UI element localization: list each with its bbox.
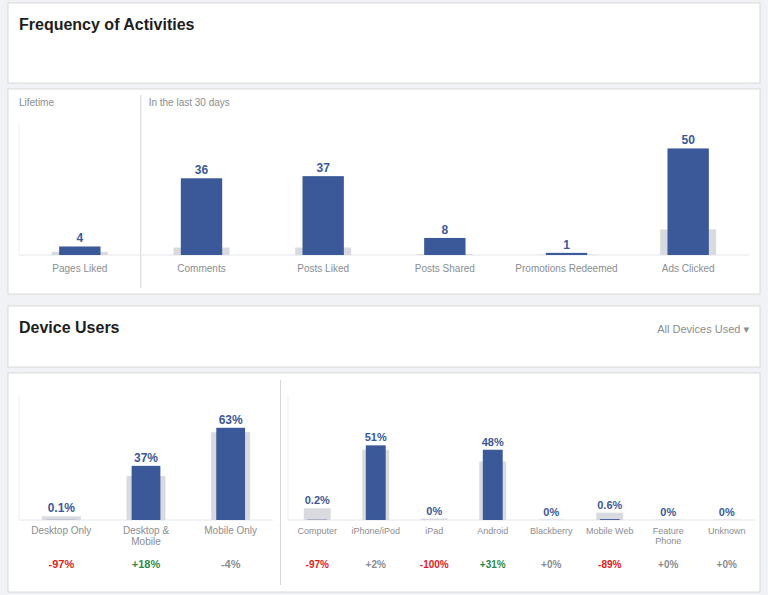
data-label: 36 <box>195 163 209 177</box>
divider <box>280 380 281 585</box>
bar <box>667 148 708 255</box>
bar <box>717 520 737 521</box>
value-axis <box>19 125 20 255</box>
title: Device Users <box>19 319 120 336</box>
category-label: Ads Clicked <box>662 263 715 274</box>
annotation: In the last 30 days <box>149 97 230 108</box>
data-label: 8 <box>441 223 448 237</box>
bar <box>302 176 343 255</box>
annotation: All Devices Used ▾ <box>657 323 749 335</box>
bar <box>47 519 76 520</box>
header-card <box>8 306 760 367</box>
category-label: Posts Liked <box>297 263 349 274</box>
bar <box>538 519 565 520</box>
data-label: 0% <box>660 506 676 518</box>
change-label: +2% <box>366 559 386 570</box>
title: Frequency of Activities <box>19 16 195 33</box>
bar <box>304 508 331 520</box>
bars <box>52 148 716 255</box>
data-label: 4 <box>76 231 83 245</box>
bar <box>655 519 682 520</box>
category-label: Mobile Only <box>204 525 257 536</box>
bar <box>421 519 448 520</box>
category-label: Pages Liked <box>52 263 107 274</box>
data-label: 0.2% <box>305 494 330 506</box>
chart-card <box>8 373 760 592</box>
change-label: +0% <box>541 559 561 570</box>
data-label: 48% <box>482 436 504 448</box>
category-label: Unknown <box>708 526 746 536</box>
change-label: -97% <box>48 558 74 570</box>
bar <box>307 519 327 520</box>
change-label: -4% <box>221 558 241 570</box>
bars <box>42 428 250 520</box>
bars <box>304 445 740 520</box>
category-label: Mobile Web <box>586 526 633 536</box>
category-label: iPhone/iPod <box>351 526 400 536</box>
bar <box>658 520 678 521</box>
data-label: 37 <box>316 161 330 175</box>
category-label: Desktop &Mobile <box>123 525 169 547</box>
bar <box>483 450 503 520</box>
title-card <box>8 3 760 83</box>
bar <box>546 253 587 255</box>
data-label: 0% <box>426 505 442 517</box>
data-label: 37% <box>134 451 158 465</box>
data-label: 51% <box>365 431 387 443</box>
category-label: FeaturePhone <box>653 526 684 546</box>
value-axis <box>288 395 289 520</box>
chart-card <box>8 89 760 294</box>
value-axis <box>19 395 20 520</box>
bar <box>181 178 222 255</box>
dashboard: Frequency of Activities Lifetime In the la… <box>0 0 768 595</box>
data-label: 1 <box>563 238 570 252</box>
data-label: 0.1% <box>48 501 76 515</box>
data-label: 0% <box>543 506 559 518</box>
category-label: Comments <box>177 263 225 274</box>
data-label: 63% <box>219 413 243 427</box>
data-label: 0.6% <box>597 499 622 511</box>
data-label: 0% <box>719 506 735 518</box>
change-label: +31% <box>480 559 506 570</box>
category-label: Android <box>477 526 508 536</box>
category-label: Computer <box>297 526 337 536</box>
bar <box>216 428 245 520</box>
background <box>0 0 768 595</box>
bar <box>366 445 386 520</box>
bar <box>42 516 81 520</box>
change-label: +0% <box>717 559 737 570</box>
data-label: 50 <box>681 133 695 147</box>
bar <box>600 519 620 520</box>
bar <box>713 519 740 520</box>
baseline <box>288 520 756 521</box>
category-label: Desktop Only <box>31 525 91 536</box>
bar <box>541 520 561 521</box>
category-label: Posts Shared <box>415 263 475 274</box>
change-label: -89% <box>598 559 621 570</box>
change-label: -97% <box>306 559 329 570</box>
bar <box>424 238 465 255</box>
change-label: +0% <box>658 559 678 570</box>
bar <box>59 246 100 255</box>
change-label: +18% <box>132 558 161 570</box>
category-label: Blackberry <box>530 526 573 536</box>
divider <box>140 95 141 288</box>
bar <box>132 466 161 520</box>
bar <box>596 513 623 520</box>
baseline <box>19 255 749 256</box>
change-label: -100% <box>420 559 449 570</box>
category-label: Promotions Redeemed <box>515 263 617 274</box>
category-label: iPad <box>425 526 443 536</box>
annotation: Lifetime <box>19 97 54 108</box>
bar <box>424 520 444 521</box>
